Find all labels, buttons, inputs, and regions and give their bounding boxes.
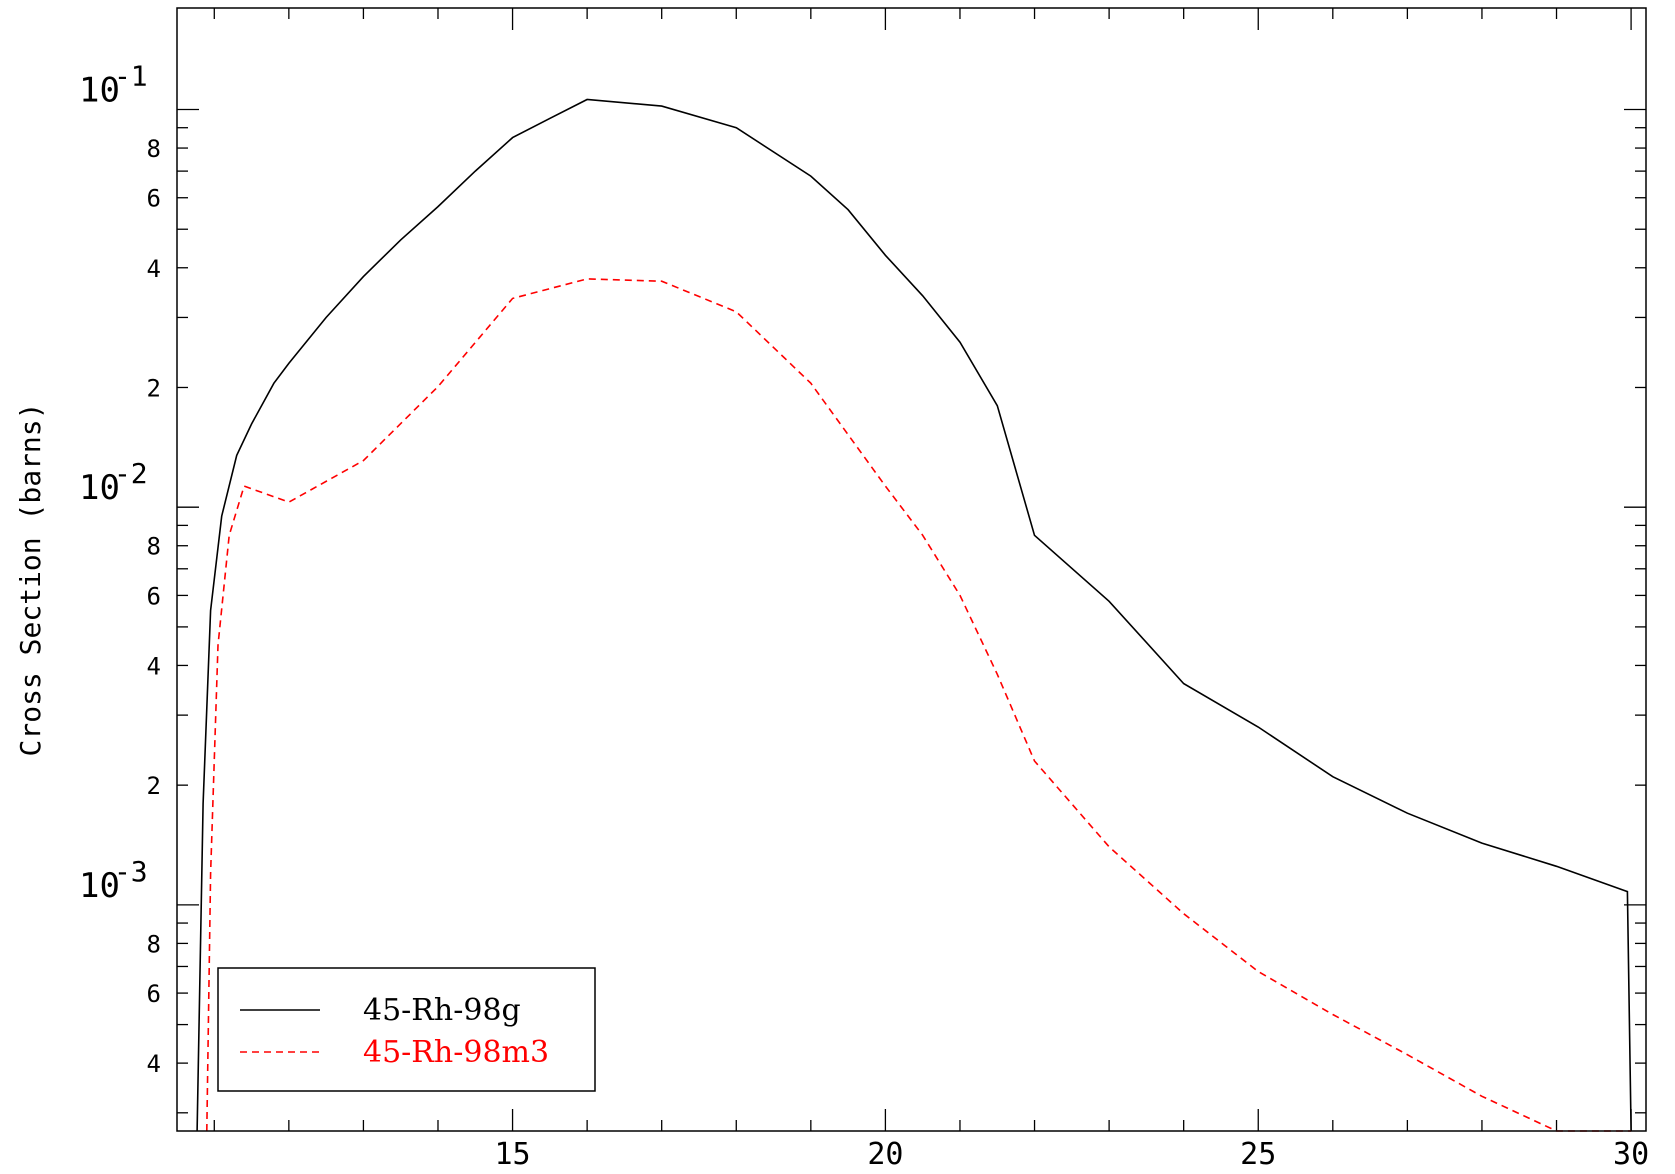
y-minor-tick-label: 8 (147, 930, 161, 958)
series-line-45-rh-98g (196, 98, 1632, 1132)
x-tick-label: 20 (867, 1137, 903, 1172)
y-minor-tick-label: 6 (147, 582, 161, 610)
y-decade-tick-label: 10-2 (79, 457, 148, 508)
y-minor-tick-label: 2 (147, 772, 161, 800)
plot-frame (176, 7, 1647, 1132)
y-tick-exponent: -3 (114, 855, 148, 888)
x-tick-label: 15 (494, 1137, 530, 1172)
y-minor-tick-label: 6 (147, 185, 161, 213)
y-minor-tick-label: 6 (147, 980, 161, 1008)
y-tick-mantissa: 10 (79, 866, 120, 906)
legend-label-45-rh-98m3: 45-Rh-98m3 (363, 1035, 549, 1070)
legend: 45-Rh-98g 45-Rh-98m3 (217, 967, 596, 1092)
y-minor-tick-label: 4 (147, 1050, 161, 1078)
y-minor-tick-label: 2 (147, 374, 161, 402)
series-layer (196, 98, 1632, 1132)
x-tick-label: 25 (1240, 1137, 1276, 1172)
y-decade-tick-label: 10-1 (79, 60, 148, 111)
y-minor-tick-label: 8 (147, 533, 161, 561)
x-tick-label: 30 (1613, 1137, 1649, 1172)
y-tick-mantissa: 10 (79, 468, 120, 508)
y-axis-title: Cross Section (barns) (14, 402, 47, 756)
y-tick-exponent: -2 (114, 457, 148, 490)
legend-box (217, 967, 596, 1092)
y-minor-tick-label: 4 (147, 255, 161, 283)
y-minor-tick-label: 8 (147, 135, 161, 163)
y-decade-tick-label: 10-3 (79, 855, 148, 906)
y-tick-mantissa: 10 (79, 71, 120, 111)
legend-label-45-rh-98g: 45-Rh-98g (363, 993, 521, 1028)
y-tick-exponent: -1 (114, 60, 148, 93)
y-minor-tick-label: 4 (147, 652, 161, 680)
